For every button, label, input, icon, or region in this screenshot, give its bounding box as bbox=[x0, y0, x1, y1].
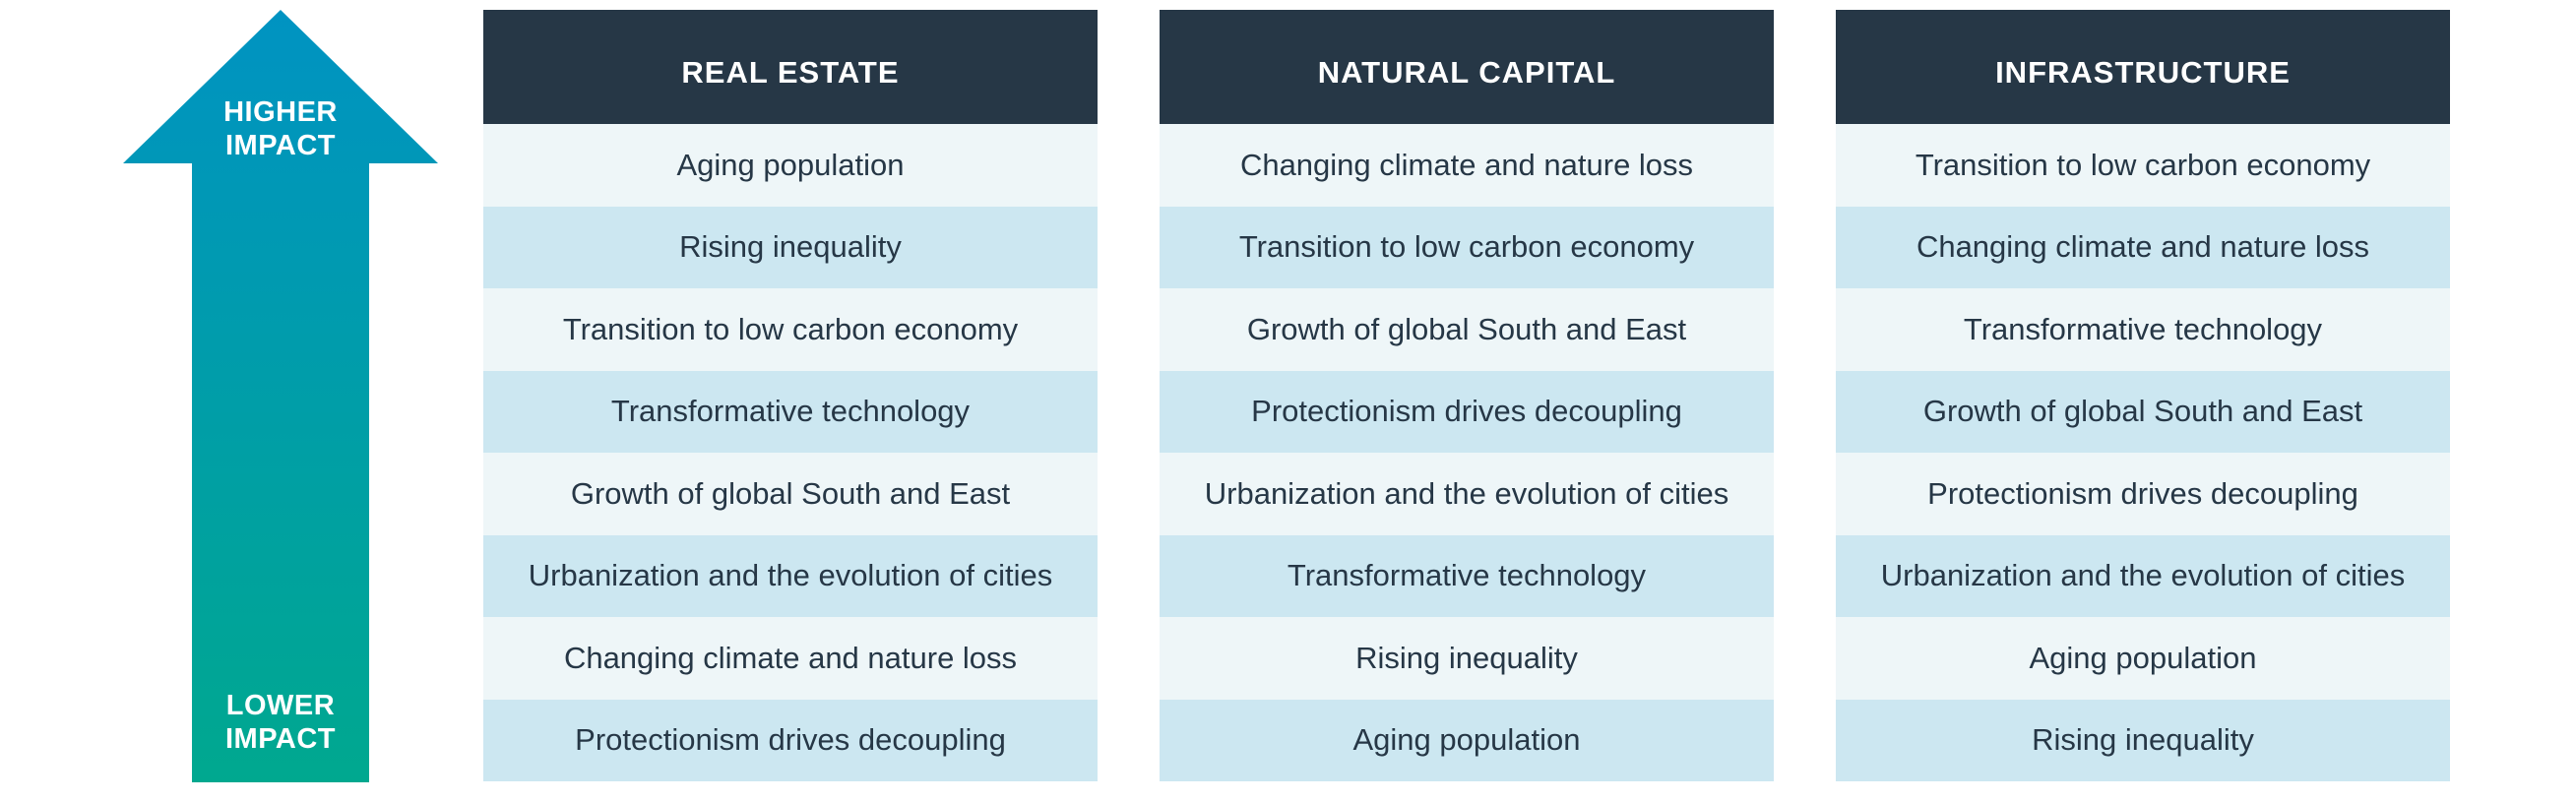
list-item: Transformative technology bbox=[483, 370, 1098, 453]
list-item: Aging population bbox=[483, 124, 1098, 207]
list-item: Changing climate and nature loss bbox=[483, 617, 1098, 700]
list-item: Rising inequality bbox=[1836, 699, 2450, 781]
lower-impact-line1: LOWER bbox=[225, 690, 336, 721]
column-real-estate: REAL ESTATE Aging population Rising ineq… bbox=[483, 10, 1098, 781]
list-item: Transition to low carbon economy bbox=[1836, 124, 2450, 207]
column-header: NATURAL CAPITAL bbox=[1160, 10, 1774, 124]
list-item: Urbanization and the evolution of cities bbox=[483, 534, 1098, 617]
higher-impact-line2: IMPACT bbox=[224, 130, 336, 161]
list-item: Transition to low carbon economy bbox=[483, 288, 1098, 371]
column-natural-capital: NATURAL CAPITAL Changing climate and nat… bbox=[1160, 10, 1774, 781]
impact-arrow bbox=[123, 10, 438, 782]
column-header: REAL ESTATE bbox=[483, 10, 1098, 124]
list-item: Changing climate and nature loss bbox=[1836, 206, 2450, 288]
list-item: Aging population bbox=[1160, 699, 1774, 781]
list-item: Rising inequality bbox=[483, 206, 1098, 288]
list-item: Growth of global South and East bbox=[1836, 370, 2450, 453]
list-item: Urbanization and the evolution of cities bbox=[1836, 534, 2450, 617]
list-item: Protectionism drives decoupling bbox=[1160, 370, 1774, 453]
list-item: Growth of global South and East bbox=[1160, 288, 1774, 371]
higher-impact-line1: HIGHER bbox=[223, 96, 338, 128]
list-item: Urbanization and the evolution of cities bbox=[1160, 453, 1774, 535]
list-item: Transformative technology bbox=[1160, 534, 1774, 617]
list-item: Protectionism drives decoupling bbox=[483, 699, 1098, 781]
higher-impact-label: HIGHER IMPACT bbox=[123, 95, 438, 162]
list-item: Transition to low carbon economy bbox=[1160, 206, 1774, 288]
arrow-shape bbox=[123, 10, 438, 782]
list-item: Growth of global South and East bbox=[483, 453, 1098, 535]
lower-impact-label: LOWER IMPACT bbox=[123, 689, 438, 756]
list-item: Protectionism drives decoupling bbox=[1836, 453, 2450, 535]
list-item: Changing climate and nature loss bbox=[1160, 124, 1774, 207]
column-infrastructure: INFRASTRUCTURE Transition to low carbon … bbox=[1836, 10, 2450, 781]
list-item: Rising inequality bbox=[1160, 617, 1774, 700]
column-header: INFRASTRUCTURE bbox=[1836, 10, 2450, 124]
lower-impact-line2: IMPACT bbox=[224, 723, 336, 755]
list-item: Transformative technology bbox=[1836, 288, 2450, 371]
list-item: Aging population bbox=[1836, 617, 2450, 700]
